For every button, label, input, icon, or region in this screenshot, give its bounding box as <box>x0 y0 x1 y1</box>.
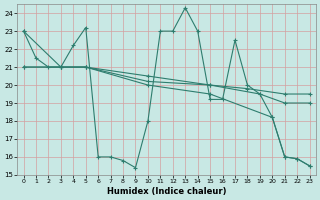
X-axis label: Humidex (Indice chaleur): Humidex (Indice chaleur) <box>107 187 226 196</box>
